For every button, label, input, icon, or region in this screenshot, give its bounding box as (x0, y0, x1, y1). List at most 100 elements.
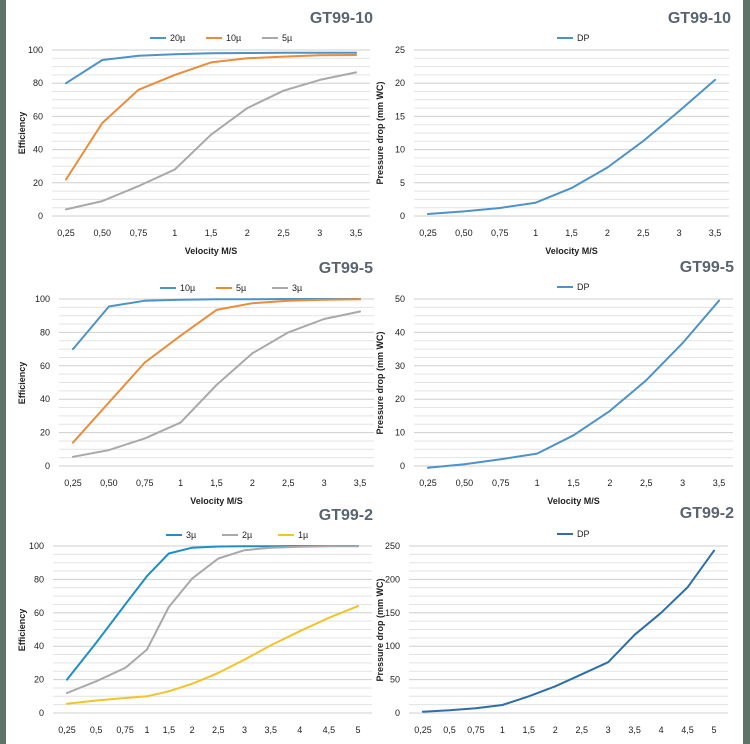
y-tick-label: 0 (395, 708, 400, 718)
data-point (714, 78, 716, 81)
data-point (498, 207, 501, 209)
x-tick-label: 3,5 (628, 725, 641, 735)
right-page-edge (743, 0, 750, 744)
x-tick-label: 2 (605, 228, 610, 238)
x-tick-label: 1,5 (523, 725, 536, 735)
y-tick-label: 100 (28, 45, 43, 55)
legend: DP (557, 33, 590, 43)
x-tick-label: 0,75 (491, 228, 509, 238)
x-tick-label: 3 (677, 228, 682, 238)
data-point (124, 667, 127, 669)
x-tick-label: 0,25 (419, 478, 437, 488)
data-point (282, 89, 285, 92)
x-tick-label: 1 (500, 725, 505, 735)
data-point (681, 342, 684, 344)
y-axis-label: Efficiency (17, 362, 27, 405)
x-axis-label: Velocity M/S (545, 246, 598, 256)
legend-label: DP (577, 33, 590, 43)
y-tick-label: 0 (38, 211, 43, 221)
data-point (282, 51, 285, 54)
x-tick-label: 3 (242, 725, 247, 735)
y-tick-label: 150 (385, 608, 400, 618)
y-tick-label: 60 (33, 111, 43, 121)
y-tick-label: 10 (395, 145, 405, 155)
series-line (66, 545, 359, 694)
x-tick-label: 3,5 (709, 228, 722, 238)
data-point (137, 54, 140, 57)
y-tick-label: 25 (395, 45, 405, 55)
data-point (251, 352, 254, 355)
chart-panel-4: 0 10 20 30 40 50 0,25 0,50 0,75 1 1,5 2 2,5 3 3,5 Veloc… (375, 259, 734, 506)
data-point (287, 298, 290, 300)
data-point (146, 575, 148, 577)
data-point (65, 82, 67, 85)
x-tick-label: 2,5 (282, 478, 295, 488)
x-tick-label: 0,50 (100, 478, 118, 488)
legend: DP (557, 529, 590, 539)
chart-panel-6: 0 50 100 150 200 250 0,25 0,5 0,75 1 1,5 2 2,5 3 3,5 4 4… (375, 505, 734, 735)
y-tick-label: 100 (29, 541, 44, 551)
data-point (298, 545, 301, 548)
data-point (167, 552, 170, 555)
x-tick-label: 2,5 (637, 228, 650, 238)
data-point (448, 709, 451, 712)
data-point (66, 692, 68, 694)
data-point (678, 110, 681, 112)
x-tick-label: 1,5 (205, 228, 218, 238)
legend-label: 20µ (170, 33, 185, 43)
data-point (570, 187, 573, 190)
legend: 3µ 2µ 1µ (166, 530, 308, 540)
x-axis-label: Velocity M/S (185, 246, 238, 256)
data-point (65, 178, 67, 181)
x-tick-label: 0,25 (64, 478, 82, 488)
data-point (191, 682, 194, 685)
data-point (251, 302, 254, 305)
y-axis-label: Efficiency (17, 609, 27, 652)
data-point (246, 52, 249, 54)
y-tick-label: 0 (400, 211, 405, 221)
chart-title: GT99-2 (680, 505, 734, 522)
x-tick-label: 0,50 (455, 228, 473, 238)
x-tick-label: 3,5 (350, 228, 363, 238)
data-point (210, 52, 212, 55)
data-point (475, 707, 477, 710)
data-point (580, 673, 583, 676)
chart-title: GT99-2 (319, 507, 373, 524)
data-point (608, 409, 611, 412)
x-tick-label: 1 (145, 725, 150, 735)
data-point (427, 213, 429, 215)
data-point (357, 545, 359, 548)
y-axis-label: Pressure drop (mm WC) (375, 578, 385, 681)
x-tick-label: 2,5 (277, 228, 290, 238)
x-tick-label: 3,5 (354, 478, 367, 488)
x-tick-label: 0,75 (492, 478, 510, 488)
data-point (718, 299, 720, 302)
data-point (215, 308, 218, 311)
y-tick-label: 0 (45, 461, 50, 471)
data-point (215, 298, 218, 301)
legend-label: 3µ (292, 283, 302, 293)
x-tick-label: 2 (245, 228, 250, 238)
x-tick-label: 2,5 (575, 725, 588, 735)
y-tick-label: 20 (395, 394, 405, 404)
x-tick-label: 0,75 (136, 478, 154, 488)
x-tick-label: 1,5 (565, 228, 578, 238)
data-point (66, 702, 68, 705)
data-point (328, 545, 330, 548)
y-tick-label: 200 (385, 574, 400, 584)
x-tick-label: 3 (680, 478, 685, 488)
data-point (251, 298, 254, 301)
y-tick-label: 40 (33, 145, 43, 155)
gridlines (414, 49, 729, 217)
data-point (606, 166, 609, 169)
data-point (66, 678, 68, 681)
x-tick-label: 0,5 (90, 725, 103, 735)
data-point (72, 441, 74, 444)
gridlines (409, 545, 728, 714)
data-point (607, 661, 610, 664)
y-tick-label: 20 (395, 78, 405, 88)
x-tick-label: 5 (711, 725, 716, 735)
data-point (642, 140, 645, 142)
y-tick-label: 30 (395, 361, 405, 371)
